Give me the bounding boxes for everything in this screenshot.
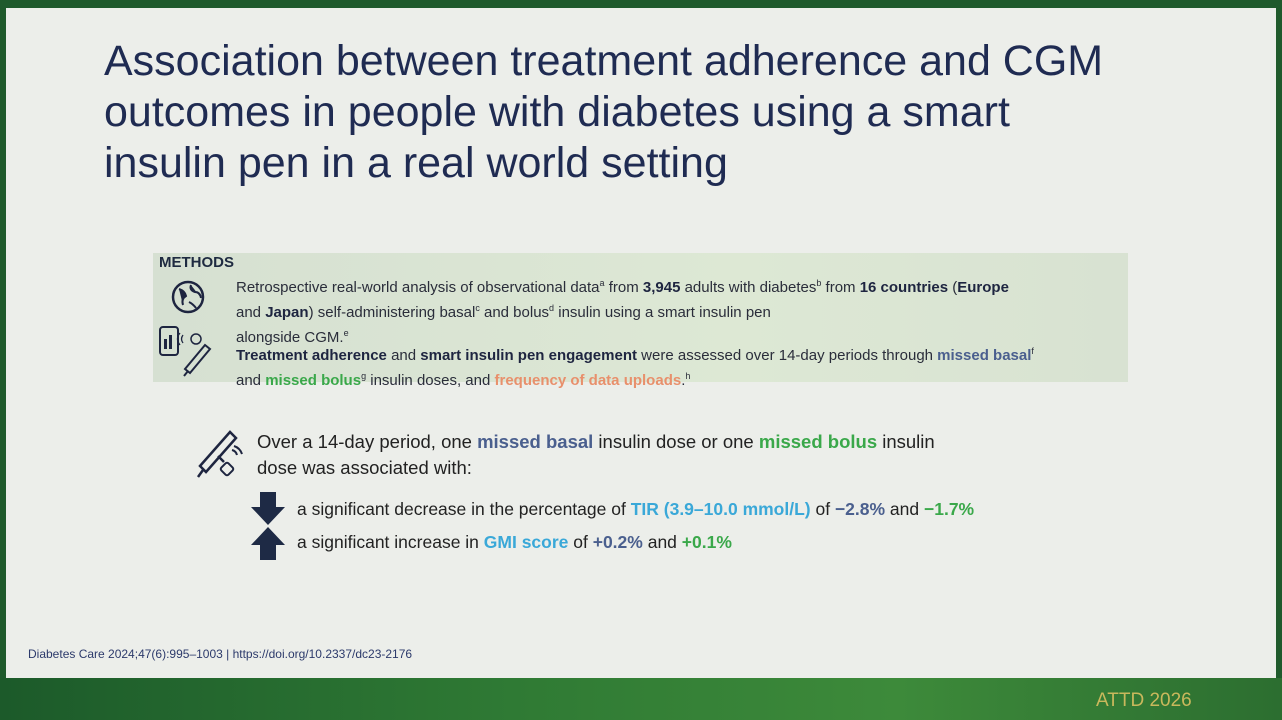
text: alongside CGM. <box>236 329 344 346</box>
text: . <box>681 372 686 389</box>
text: adults with diabetes <box>680 279 817 296</box>
text: dose was associated with: <box>257 457 472 478</box>
text: and <box>642 532 682 552</box>
superscript: h <box>685 371 691 381</box>
emphasis: Treatment adherence <box>236 347 387 364</box>
emphasis: smart insulin pen engagement <box>420 347 637 364</box>
brand: ATTD 2026 <box>1096 690 1192 711</box>
finding-bullet: a significant decrease in the percentage… <box>297 499 974 520</box>
basal-highlight: missed basal <box>937 347 1032 364</box>
text: insulin using a smart insulin pen <box>554 304 771 321</box>
superscript: g <box>361 371 367 381</box>
methods-box: METHODS Retrospective real-world analysi… <box>153 253 1128 389</box>
methods-paragraph: Treatment adherence and smart insulin pe… <box>236 341 1116 391</box>
text: and bolus <box>479 304 550 321</box>
text: ) self-administering basal <box>308 304 476 321</box>
bolus-highlight: missed bolus <box>265 372 362 389</box>
superscript: c <box>475 303 480 313</box>
finding-bullet: a significant increase in GMI score of +… <box>297 532 732 553</box>
methods-paragraph: Retrospective real-world analysis of obs… <box>236 273 1116 348</box>
emphasis: Europe <box>957 279 1009 296</box>
text: Retrospective real-world analysis of obs… <box>236 279 600 296</box>
emphasis: 3,945 <box>642 279 681 296</box>
upload-highlight: frequency of data uploads <box>494 372 682 389</box>
footer-band <box>0 678 1282 720</box>
title-line: outcomes in people with diabetes using a… <box>104 88 1010 136</box>
metric: TIR (3.9–10.0 mmol/L) <box>630 499 811 519</box>
text: and <box>386 347 421 364</box>
superscript: e <box>343 328 349 338</box>
text: a significant increase in <box>297 532 484 552</box>
down-arrow-icon <box>251 492 285 525</box>
text: insulin dose or one <box>593 431 759 452</box>
text: a significant decrease in the percentage… <box>297 499 631 519</box>
text: insulin <box>877 431 935 452</box>
emphasis: 16 countries <box>859 279 949 296</box>
text: of <box>810 499 835 519</box>
pen-device-icon <box>159 326 212 377</box>
superscript: d <box>549 303 555 313</box>
text: from <box>604 279 643 296</box>
text: Over a 14-day period, one <box>257 431 478 452</box>
title-line: insulin pen in a real world setting <box>104 139 728 187</box>
superscript: a <box>599 278 605 288</box>
superscript: b <box>816 278 822 288</box>
basal-effect: +0.2% <box>592 532 643 552</box>
bolus-effect: +0.1% <box>681 532 732 552</box>
bolus-highlight: missed bolus <box>758 431 878 452</box>
bolus-effect: −1.7% <box>924 499 975 519</box>
text: and <box>236 372 266 389</box>
title: Association between treatment adherence … <box>104 36 1103 189</box>
title-line: Association between treatment adherence … <box>104 37 1104 85</box>
globe-icon <box>171 280 205 314</box>
text: of <box>568 532 593 552</box>
basal-highlight: missed basal <box>477 431 594 452</box>
pen-icon <box>196 430 243 478</box>
methods-heading: METHODS <box>159 254 234 271</box>
text: and <box>885 499 924 519</box>
text: were assessed over 14-day periods throug… <box>637 347 938 364</box>
text: insulin doses, and <box>366 372 495 389</box>
text: ( <box>948 279 958 296</box>
metric: GMI score <box>483 532 569 552</box>
text: from <box>821 279 860 296</box>
citation: Diabetes Care 2024;47(6):995–1003 | http… <box>28 647 413 661</box>
findings-intro: Over a 14-day period, one missed basal i… <box>257 429 935 481</box>
text: and <box>236 304 266 321</box>
up-arrow-icon <box>251 527 285 560</box>
basal-effect: −2.8% <box>834 499 886 519</box>
superscript: f <box>1031 346 1034 356</box>
emphasis: Japan <box>265 304 309 321</box>
